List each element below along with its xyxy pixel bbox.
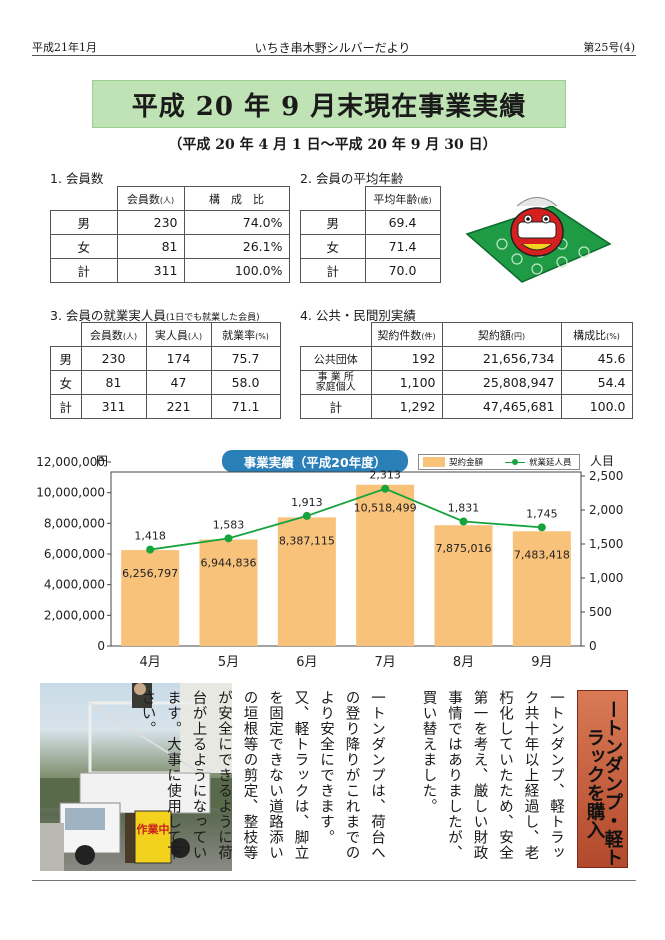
chart-plot: 6,256,797 6,944,836 8,387,115 10,518,499 7,8…: [36, 455, 623, 670]
line-point: [302, 511, 311, 520]
table-row: 女 81 26.1%: [50, 234, 290, 259]
age-title: 2. 会員の平均年齢: [300, 171, 404, 186]
employment-title: 3. 会員の就業実人員(1日でも就業した会員): [50, 308, 260, 323]
x-tick-label: 4月: [140, 655, 161, 670]
y2-tick-label: 500: [589, 605, 612, 619]
x-tick-label: 6月: [296, 655, 317, 670]
y-tick-label: 0: [97, 639, 105, 653]
y-tick-label: 10,000,000: [36, 486, 105, 500]
legend-line-label: 就業延人員: [529, 458, 572, 468]
table-row: 計 311 221 71.1: [50, 394, 281, 419]
line-point: [381, 484, 390, 493]
header-rule: [32, 55, 636, 56]
y-axis-unit: 円: [96, 454, 109, 468]
bar-value-label: 10,518,499: [354, 502, 417, 515]
article-body: 一トンダンプ、軽トラック共十年以上経過し、老朽化していたため、安全第一を考え、厳…: [140, 690, 568, 870]
line-series-path: [150, 487, 542, 551]
bar-5月: [199, 539, 258, 646]
bar-7月: [356, 484, 415, 646]
contracts-table: 契約件数(件) 契約額(円) 構成比(%) 公共団体 192 21,656,734 4…: [300, 322, 633, 419]
page-title: 平成 20 年 9 月末現在事業実績: [92, 80, 566, 128]
issue-date: 平成21年1月: [32, 41, 97, 54]
plot-frame: [110, 471, 582, 647]
line-point: [537, 523, 546, 532]
x-tick-label: 7月: [375, 655, 396, 670]
bar-8月: [434, 525, 493, 646]
members-ratio-header: 構 成 比: [183, 186, 290, 211]
table-row: 公共団体 192 21,656,734 45.6: [300, 346, 633, 371]
line-point: [224, 534, 233, 543]
y-tick-label: 12,000,000: [36, 455, 105, 469]
bar-4月: [121, 550, 180, 646]
chart-title: 事業実績（平成20年度）: [222, 450, 408, 472]
bar-value-label: 8,387,115: [279, 534, 335, 547]
table-row: 計 1,292 47,465,681 100.0: [300, 394, 633, 419]
y2-tick-label: 2,000: [589, 503, 623, 517]
y-tick-label: 8,000,000: [44, 516, 105, 530]
y-tick-label: 6,000,000: [44, 547, 105, 561]
age-table: 平均年齢(歳) 男 69.4 女 71.4 計 70.0: [300, 186, 441, 283]
line-value-label: 2,313: [369, 469, 401, 482]
line-value-label: 1,745: [526, 507, 558, 520]
y2-tick-label: 1,500: [589, 537, 623, 551]
article-heading: ートンダンプ・軽トラックを購入: [577, 690, 628, 868]
line-value-label: 1,831: [448, 501, 480, 514]
table-row: 女 81 47 58.0: [50, 370, 281, 395]
y2-axis-unit: 人目: [590, 454, 615, 468]
bar-value-label: 7,483,418: [514, 548, 570, 561]
truck-photo: 作業中: [40, 683, 232, 871]
legend-line-swatch: [505, 458, 526, 465]
bar-value-label: 7,875,016: [436, 542, 492, 555]
line-value-label: 1,913: [291, 496, 323, 509]
members-title: 1. 会員数: [50, 171, 104, 186]
period-subtitle: （平成 20 年 4 月 1 日〜平成 20 年 9 月 30 日）: [168, 137, 497, 153]
bar-value-label: 6,256,797: [122, 567, 178, 580]
table-row: 男 230 174 75.7: [50, 346, 281, 371]
shishimai-lion-illustration: [465, 197, 612, 283]
article-paragraph-2: 一トンダンプは、荷台への登り降りがこれまでのより安全にできます。又、軽トラックは…: [139, 690, 386, 861]
table-row: 女 71.4: [300, 234, 441, 259]
employment-table: 会員数(人) 実人員(人) 就業率(%) 男 230 174 75.7 女 81 47 58…: [50, 322, 281, 419]
members-count-header: 会員数(人): [116, 186, 185, 211]
work-sign-text: 作業中: [137, 822, 170, 836]
footer-rule: [32, 880, 636, 881]
line-point: [146, 545, 155, 554]
article-paragraph-1: 一トンダンプ、軽トラック共十年以上経過し、老朽化していたため、安全第一を考え、厳…: [420, 690, 565, 861]
x-tick-label: 5月: [218, 655, 239, 670]
members-table: 会員数(人) 構 成 比 男 230 74.0% 女 81 26.1% 計 311 100.…: [50, 186, 290, 283]
y2-tick-label: 2,500: [589, 469, 623, 483]
issue-number: 第25号(4): [583, 41, 635, 54]
y-tick-label: 4,000,000: [44, 578, 105, 592]
y-tick-label: 2,000,000: [44, 608, 105, 622]
table-row: 計 311 100.0%: [50, 258, 290, 283]
line-point: [459, 517, 468, 526]
table-row: 計 70.0: [300, 258, 441, 283]
x-tick-label: 9月: [531, 655, 552, 670]
y2-tick-label: 1,000: [589, 571, 623, 585]
chart-legend: 契約金額 就業延人員: [418, 454, 580, 470]
y2-tick-label: 0: [589, 639, 597, 653]
bar-9月: [512, 531, 571, 646]
x-tick-label: 8月: [453, 655, 474, 670]
newsletter-name: いちき串木野シルバーだより: [254, 41, 411, 55]
line-value-label: 1,583: [213, 518, 245, 531]
line-value-label: 1,418: [134, 530, 166, 543]
legend-bar-swatch: [423, 457, 445, 467]
bar-6月: [277, 517, 336, 646]
contracts-title: 4. 公共・民間別実績: [300, 308, 416, 323]
bar-value-label: 6,944,836: [201, 557, 257, 570]
truck-illustration: 作業中: [40, 683, 232, 871]
legend-bar-label: 契約金額: [449, 458, 484, 468]
